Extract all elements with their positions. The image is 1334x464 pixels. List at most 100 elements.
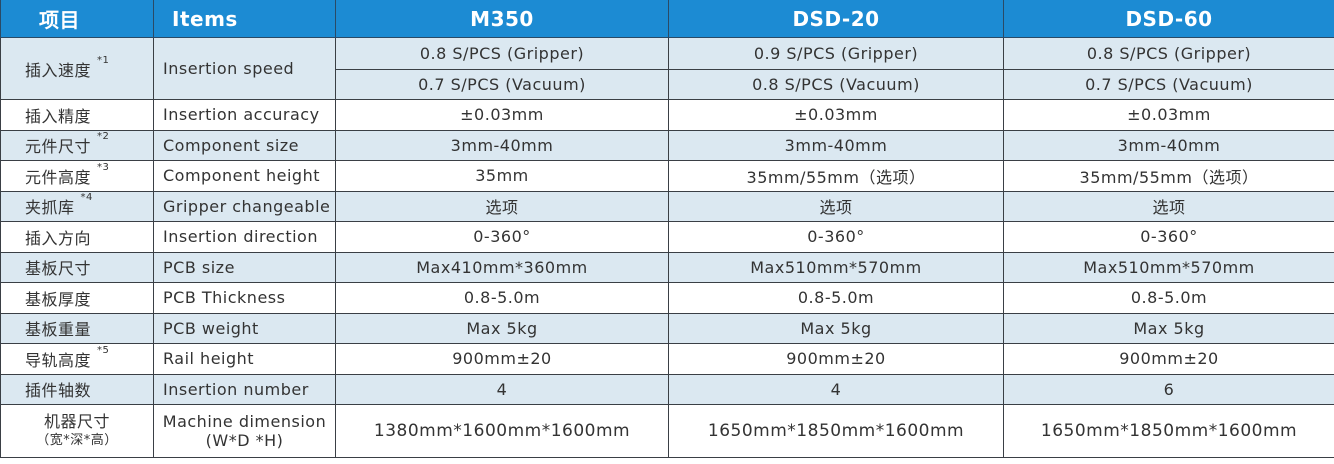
row-label-cn: 插入精度: [0, 99, 154, 131]
cell: Max410mm*360mm: [335, 251, 669, 283]
table-row: 插入方向 Insertion direction 0-360° 0-360° 0-360…: [0, 221, 1334, 253]
row-label-en: Insertion speed: [153, 37, 336, 100]
cell: Max510mm*570mm: [668, 251, 1004, 283]
cell: 0-360°: [1003, 221, 1334, 253]
row-label-en: PCB Thickness: [153, 282, 336, 314]
row-label-cn: 导轨高度 *5: [0, 343, 154, 375]
cell: 0-360°: [668, 221, 1004, 253]
cell: 0.8 S/PCS (Gripper): [1003, 37, 1334, 70]
table-row: 插入精度 Insertion accuracy ±0.03mm ±0.03mm ±0.0…: [0, 99, 1334, 131]
cell: 3mm-40mm: [1003, 129, 1334, 161]
footnote-mark: *1: [97, 54, 110, 66]
label-en-sub: (W*D *H): [205, 431, 284, 450]
cell: 4: [335, 373, 669, 405]
header-items: Items: [153, 0, 336, 38]
cell: 0.8 S/PCS (Vacuum): [668, 69, 1004, 100]
cell: 0-360°: [335, 221, 669, 253]
header-dsd60: DSD-60: [1003, 0, 1334, 38]
label-cn: 插入方向: [25, 228, 92, 248]
row-label-cn: 夹抓库 *4: [0, 190, 154, 222]
row-label-cn: 基板尺寸: [0, 251, 154, 283]
table-row: 机器尺寸 （宽*深*高） Machine dimension (W*D *H) 1380…: [0, 404, 1334, 458]
cell: 900mm±20: [335, 343, 669, 375]
header-item-cn: 项目: [0, 0, 154, 38]
footnote-mark: *5: [97, 344, 110, 356]
cell: 4: [668, 373, 1004, 405]
label-cn: 插件轴数: [25, 381, 92, 401]
cell: 900mm±20: [1003, 343, 1334, 375]
label-cn: 插入速度: [25, 60, 92, 80]
cell: ±0.03mm: [1003, 99, 1334, 131]
table-row: 0.7 S/PCS (Vacuum) 0.8 S/PCS (Vacuum) 0.…: [1, 69, 1334, 100]
cell: 35mm/55mm（选项）: [668, 160, 1004, 192]
cell: 0.8-5.0m: [1003, 282, 1334, 314]
cell: ±0.03mm: [335, 99, 669, 131]
row-label-en: PCB weight: [153, 312, 336, 344]
row-label-cn: 基板厚度: [0, 282, 154, 314]
label-cn-sub: （宽*深*高）: [36, 433, 118, 448]
table-row: 基板重量 PCB weight Max 5kg Max 5kg Max 5kg: [0, 312, 1334, 344]
cell: 1650mm*1850mm*1600mm: [668, 404, 1004, 458]
row-label-en: Insertion accuracy: [153, 99, 336, 131]
footnote-mark: *4: [80, 192, 93, 204]
cell: Max 5kg: [1003, 312, 1334, 344]
header-row: 项目 Items M350 DSD-20 DSD-60: [0, 0, 1334, 38]
label-cn: 基板尺寸: [25, 259, 92, 279]
label-cn: 夹抓库: [25, 198, 75, 218]
table-row: 基板尺寸 PCB size Max410mm*360mm Max510mm*570mm…: [0, 251, 1334, 283]
label-cn: 插入精度: [25, 106, 92, 126]
header-m350: M350: [335, 0, 669, 38]
cell: Max510mm*570mm: [1003, 251, 1334, 283]
cell: 3mm-40mm: [668, 129, 1004, 161]
table-row: 夹抓库*4 Gripper changeable 选项 选项 选项: [0, 190, 1334, 222]
row-label-cn: 机器尺寸 （宽*深*高）: [0, 404, 154, 458]
cell: 1380mm*1600mm*1600mm: [335, 404, 669, 458]
row-label-cn: 插入方向: [0, 221, 154, 253]
cell: 0.8-5.0m: [335, 282, 669, 314]
label-cn: 元件高度: [25, 167, 92, 187]
row-label-en: Rail height: [153, 343, 336, 375]
row-label-en: Component size: [153, 129, 336, 161]
row-label-en: Gripper changeable: [153, 190, 336, 222]
table-row: 元件尺寸*2 Component size 3mm-40mm 3mm-40mm 3mm-…: [0, 129, 1334, 161]
cell: 900mm±20: [668, 343, 1004, 375]
cell: 6: [1003, 373, 1334, 405]
cell: Max 5kg: [335, 312, 669, 344]
cell: 35mm/55mm（选项）: [1003, 160, 1334, 192]
row-label-cn: 插件轴数: [0, 373, 154, 405]
row-label-en: Component height: [153, 160, 336, 192]
row-label-cn: 基板重量: [0, 312, 154, 344]
row-label-en: Insertion number: [153, 373, 336, 405]
table-row: 基板厚度 PCB Thickness 0.8-5.0m 0.8-5.0m 0.8-5.0…: [0, 282, 1334, 314]
label-cn: 基板重量: [25, 320, 92, 340]
cell: 0.7 S/PCS (Vacuum): [335, 69, 669, 100]
cell: 0.8-5.0m: [668, 282, 1004, 314]
cell: 3mm-40mm: [335, 129, 669, 161]
table-row: 导轨高度*5 Rail height 900mm±20 900mm±20 900mm±2…: [0, 343, 1334, 375]
label-cn: 基板厚度: [25, 289, 92, 309]
row-label-en: Insertion direction: [153, 221, 336, 253]
header-dsd20: DSD-20: [668, 0, 1004, 38]
cell: Max 5kg: [668, 312, 1004, 344]
table-row: 插件轴数 Insertion number 4 4 6: [0, 373, 1334, 405]
cell: 0.9 S/PCS (Gripper): [668, 37, 1004, 70]
cell: ±0.03mm: [668, 99, 1004, 131]
row-label-cn: 元件尺寸 *2: [0, 129, 154, 161]
cell: 选项: [335, 190, 669, 222]
row-label-en: PCB size: [153, 251, 336, 283]
label-cn: 导轨高度: [25, 350, 92, 370]
row-label-cn: 插入速度 *1: [0, 37, 154, 100]
table-row: 元件高度*3 Component height 35mm 35mm/55mm（选项） 3…: [0, 160, 1334, 192]
row-label-en: Machine dimension (W*D *H): [153, 404, 336, 458]
cell: 0.8 S/PCS (Gripper): [335, 37, 669, 70]
cell: 0.7 S/PCS (Vacuum): [1003, 69, 1334, 100]
label-en: Machine dimension: [162, 412, 327, 431]
cell: 选项: [668, 190, 1004, 222]
cell: 选项: [1003, 190, 1334, 222]
footnote-mark: *2: [97, 131, 110, 143]
footnote-mark: *3: [97, 161, 110, 173]
label-cn: 元件尺寸: [25, 137, 92, 157]
label-cn: 机器尺寸: [43, 412, 110, 431]
table-row: 插入速度 *1 Insertion speed 0.8 S/PCS (Grippe…: [0, 37, 1334, 100]
